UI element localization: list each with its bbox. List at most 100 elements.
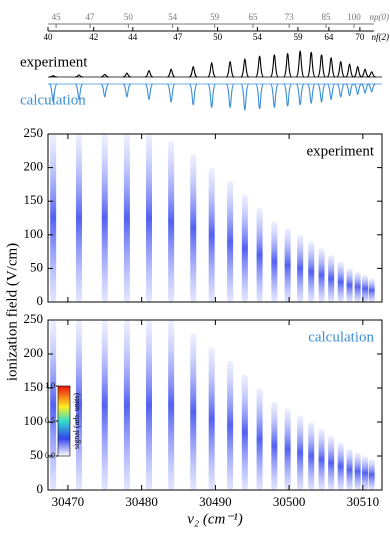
y-tick-label: 150 — [24, 379, 44, 394]
streak — [337, 261, 344, 302]
peak — [345, 63, 354, 78]
streak — [241, 194, 248, 302]
streak — [241, 374, 248, 490]
peak — [360, 83, 370, 94]
peak — [269, 54, 279, 78]
y-tick-label: 200 — [24, 345, 44, 360]
peak — [225, 83, 235, 108]
peak — [336, 83, 345, 98]
peak — [225, 60, 235, 78]
streak — [297, 234, 304, 302]
streak — [75, 320, 82, 490]
top-axis-tick-label: 40 — [44, 32, 54, 42]
streak — [284, 228, 291, 302]
streak — [190, 154, 197, 302]
panel-annotation: calculation — [308, 329, 374, 345]
streaks — [50, 134, 375, 302]
top-axis-tick-label: 65 — [248, 12, 258, 22]
top-axis-tick-label: 54 — [253, 32, 263, 42]
peak — [283, 53, 293, 78]
top-axis-tick-label: 70 — [355, 32, 365, 42]
streak — [256, 207, 263, 302]
colorbar — [57, 385, 71, 457]
streak — [346, 449, 353, 490]
peak — [295, 83, 305, 106]
y-tick-label: 100 — [24, 226, 44, 241]
peak — [166, 68, 176, 78]
peak — [144, 69, 154, 78]
peak — [353, 83, 362, 95]
top-axis-tick-label: 47 — [86, 12, 96, 22]
peak — [283, 83, 293, 107]
colorbar-tick-label: 0.0 — [45, 451, 55, 460]
streak — [284, 408, 291, 490]
top-axis-tick-label: 54 — [168, 12, 178, 22]
y-tick-label: 250 — [24, 311, 44, 326]
x-tick-label: 30490 — [199, 494, 232, 509]
peak — [353, 66, 362, 78]
streak — [328, 254, 335, 302]
x-axis-label: ν₂ (cm⁻¹) — [187, 511, 243, 527]
streak — [318, 248, 325, 302]
legend-label: calculation — [20, 92, 86, 108]
streak — [208, 347, 215, 490]
streak — [308, 422, 315, 490]
streak — [328, 435, 335, 490]
peak — [306, 83, 316, 105]
y-tick-label: 0 — [37, 293, 44, 308]
top-axis-label: nf(2) — [372, 32, 390, 42]
streak — [168, 320, 175, 490]
top-axis-tick-label: 64 — [324, 32, 334, 42]
colorbar-label: signal (arb. units) — [72, 393, 81, 450]
streak — [101, 320, 108, 490]
peak — [48, 83, 58, 103]
top-axis-tick-label: 50 — [213, 32, 223, 42]
top-axis-tick-label: 47 — [173, 32, 183, 42]
streak — [297, 415, 304, 490]
peak — [240, 58, 250, 78]
y-tick-label: 250 — [24, 125, 44, 140]
streak — [101, 134, 108, 302]
streak — [208, 167, 215, 302]
streak — [368, 278, 375, 302]
y-tick-label: 200 — [24, 159, 44, 174]
y-tick-label: 150 — [24, 192, 44, 207]
y-tick-label: 50 — [30, 259, 43, 274]
peak — [144, 83, 154, 101]
streak — [362, 275, 369, 302]
peak — [74, 83, 84, 101]
streak — [123, 134, 130, 302]
x-tick-label: 30480 — [125, 494, 158, 509]
streak — [146, 134, 153, 302]
peak — [49, 75, 58, 78]
colorbar-tick-label: 0.5 — [45, 416, 55, 425]
peak — [122, 72, 131, 78]
top-axis-tick-label: 44 — [128, 32, 138, 42]
peak — [207, 83, 217, 108]
peak — [189, 66, 198, 78]
streak — [168, 140, 175, 302]
y-axis-label: ionization field (V/cm) — [4, 243, 20, 381]
x-tick-label: 30510 — [347, 494, 380, 509]
streak — [190, 333, 197, 490]
streak — [368, 459, 375, 490]
peak — [255, 55, 265, 78]
peak — [122, 83, 132, 98]
peak — [326, 83, 336, 101]
streak — [123, 320, 130, 490]
peak — [295, 50, 305, 78]
peak — [188, 83, 198, 106]
top-axis-tick-label: 100 — [347, 12, 361, 22]
streak — [271, 221, 278, 302]
peak — [306, 51, 316, 78]
streak — [354, 452, 361, 490]
streak — [337, 442, 344, 490]
peak — [326, 56, 336, 78]
legend-label: experiment — [20, 54, 88, 70]
x-tick-label: 30470 — [52, 494, 85, 509]
panel-annotation: experiment — [307, 143, 375, 159]
peak — [367, 83, 376, 93]
top-axis-tick-label: 59 — [210, 12, 220, 22]
